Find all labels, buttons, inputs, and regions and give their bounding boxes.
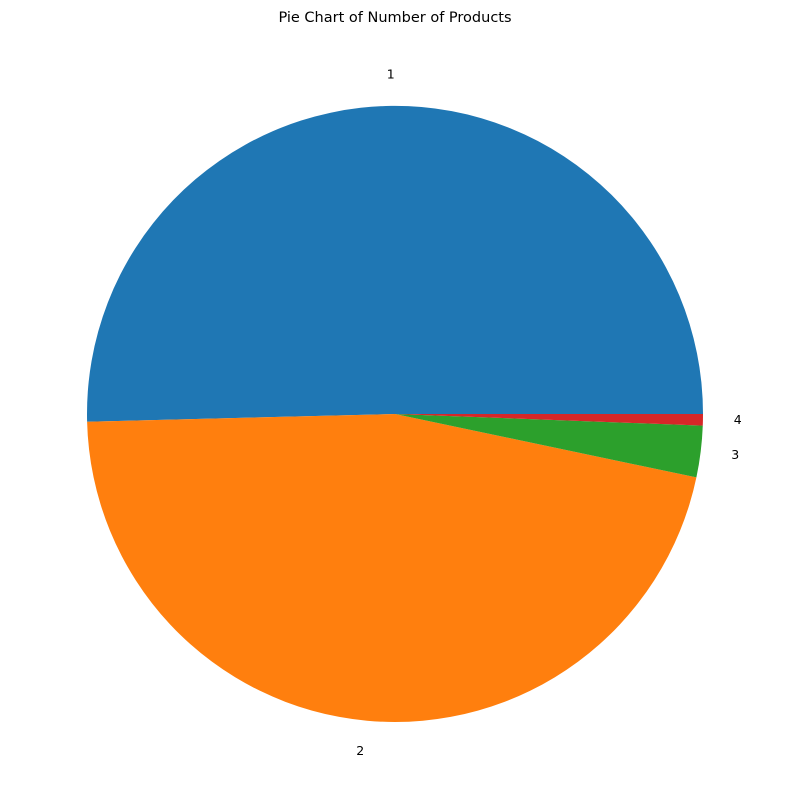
pie-slice-2 [87, 414, 697, 722]
slice-label-2: 2 [356, 743, 364, 758]
slice-label-4: 4 [734, 412, 742, 427]
pie-slice-3 [395, 414, 703, 478]
slice-labels: 1 2 3 4 [356, 67, 742, 758]
pie-slice-1 [87, 105, 704, 422]
slice-label-3: 3 [731, 447, 739, 462]
pie-slice-4 [395, 414, 703, 426]
slice-label-1: 1 [387, 67, 395, 82]
chart-title: Pie Chart of Number of Products [278, 10, 511, 26]
pie-slices [87, 105, 704, 722]
